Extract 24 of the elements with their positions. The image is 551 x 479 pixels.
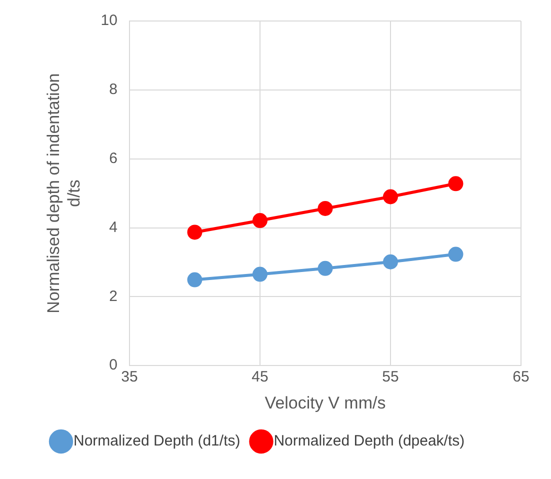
y-tick-label: 0 (109, 356, 118, 374)
point (448, 246, 464, 262)
x-axis-title: Velocity V mm/s (264, 393, 386, 412)
x-tick-label: 45 (252, 368, 268, 386)
point (382, 254, 398, 270)
legend-label: Normalized Depth (dpeak/ts) (274, 432, 465, 450)
x-tick-label: 55 (382, 368, 399, 386)
y-tick-label: 4 (109, 218, 118, 236)
legend-label: Normalized Depth (d1/ts) (74, 432, 240, 450)
point (187, 224, 202, 240)
y-tick-label: 10 (100, 12, 118, 30)
y-tick-label: 6 (109, 150, 118, 167)
point (448, 176, 464, 192)
point (318, 200, 333, 216)
y-tick-label: 8 (109, 81, 118, 98)
y-tick-label: 2 (109, 288, 118, 305)
point (252, 213, 268, 228)
point (252, 266, 268, 282)
point (318, 260, 333, 276)
x-tick-label: 65 (512, 368, 530, 386)
y-axis-title: Normalised depth of indentation d/ts (44, 73, 84, 314)
point (382, 189, 398, 204)
point (187, 272, 202, 288)
x-tick-label: 35 (121, 368, 138, 386)
